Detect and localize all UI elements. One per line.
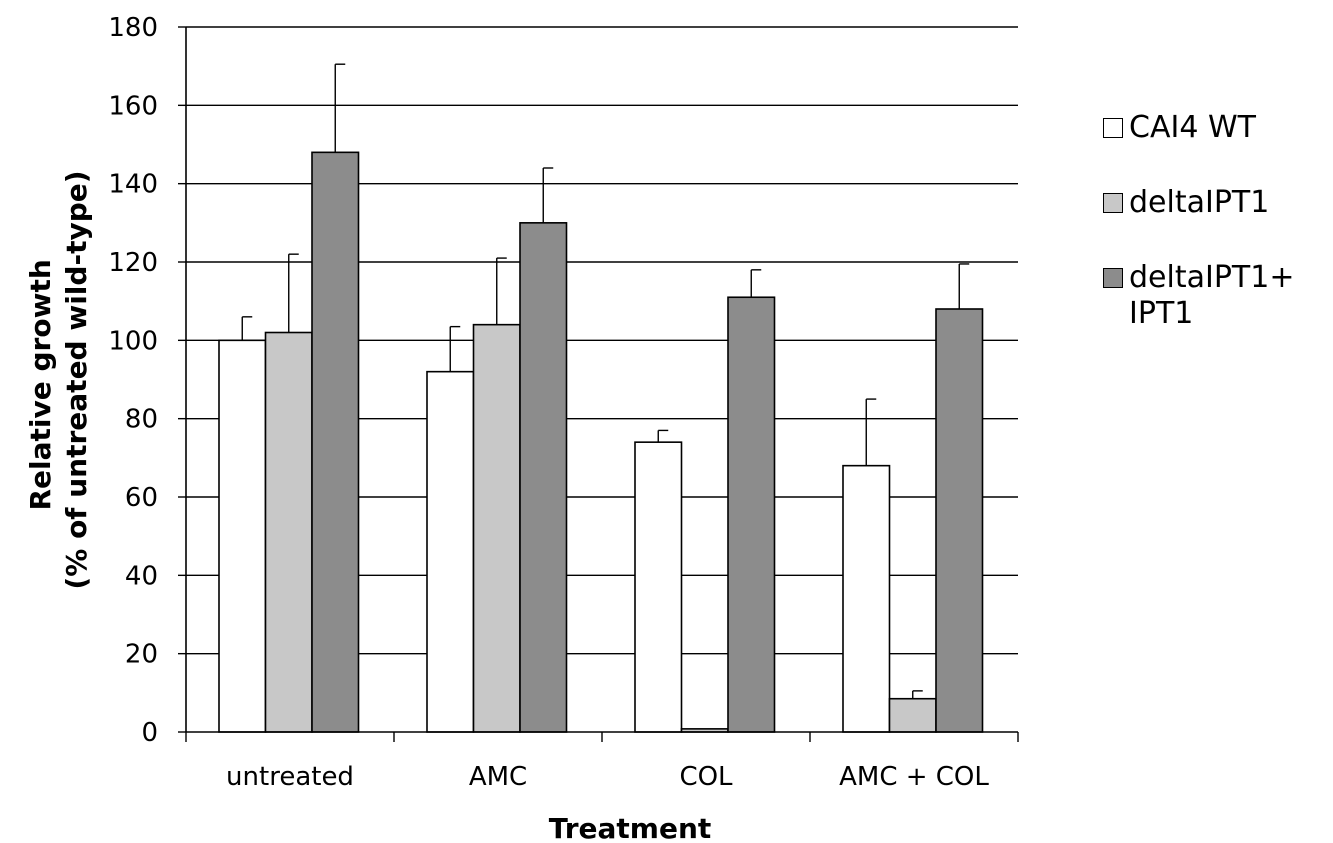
y-tick-label-120: 120 [108,248,158,278]
y-tick-label-60: 60 [125,483,158,513]
bar-3-1 [311,151,360,733]
axes [178,26,1019,742]
legend-swatch-deltaipt1 [1103,193,1123,213]
y-tick-label-160: 160 [108,91,158,121]
y-axis-title: Relative growth (% of untreated wild-typ… [24,170,93,589]
legend-label-deltaipt1: deltaIPT1 [1129,185,1270,220]
legend-item-cai4-wt: CAI4 WT [1103,110,1328,146]
legend-label-cai4-wt: CAI4 WT [1129,110,1256,145]
y-tick-label-0: 0 [141,718,158,748]
legend-label-deltaipt1-ipt1: deltaIPT1+ IPT1 [1129,260,1295,331]
bar-3-2 [519,222,568,733]
y-axis-title-line-2: (% of untreated wild-type) [60,170,93,589]
tick-labels: 0 20 40 60 80 100 120 140 160 180 untreated AMC COL A… [108,13,989,792]
bar-3-3 [727,296,776,733]
bar-2-4 [888,697,937,733]
bar-2-1 [264,331,313,733]
bar-1-2 [426,370,475,733]
legend-swatch-deltaipt1-ipt1 [1103,268,1123,288]
y-tick-label-80: 80 [125,405,158,435]
x-axis-title: Treatment [549,812,712,843]
x-tick-label-2: AMC [469,762,527,792]
bar-2-2 [472,323,521,733]
bars [218,63,984,733]
x-tick-label-1: untreated [226,762,354,792]
legend-swatch-cai4-wt [1103,118,1123,138]
bar-1-1 [218,339,267,733]
bar-3-4 [935,308,984,733]
y-tick-label-100: 100 [108,326,158,356]
y-tick-label-40: 40 [125,561,158,591]
legend-item-deltaipt1: deltaIPT1 [1103,185,1328,221]
legend-item-deltaipt1-ipt1: deltaIPT1+ IPT1 [1103,260,1328,332]
x-tick-label-4: AMC + COL [839,762,989,792]
bar-1-4 [842,464,891,733]
y-tick-label-20: 20 [125,640,158,670]
legend: CAI4 WT deltaIPT1 deltaIPT1+ IPT1 [1103,110,1328,371]
y-axis-title-line-1: Relative growth [24,259,57,510]
y-tick-label-140: 140 [108,170,158,200]
bar-1-3 [634,441,683,733]
y-tick-label-180: 180 [108,13,158,43]
x-tick-label-3: COL [679,762,733,792]
